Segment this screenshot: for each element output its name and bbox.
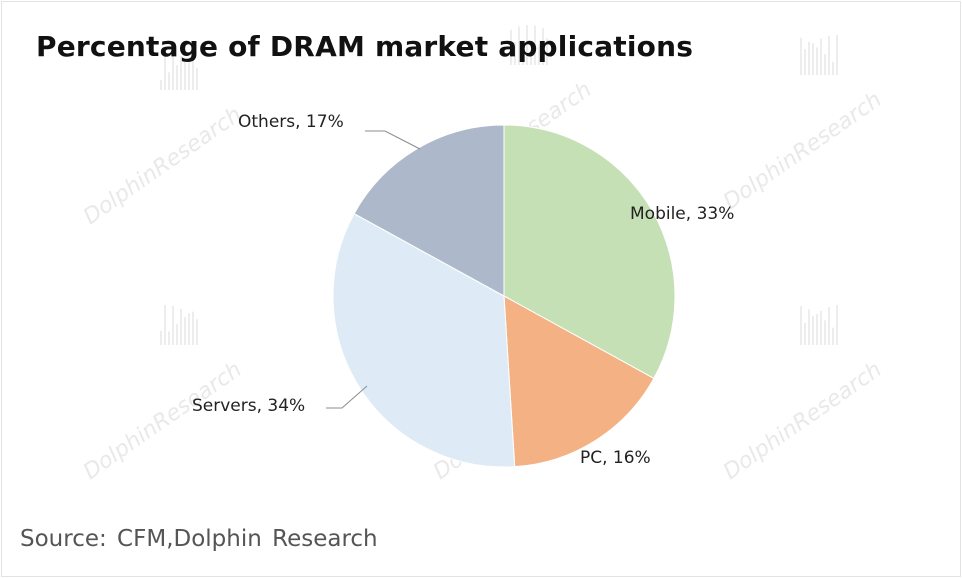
leader-lines <box>326 130 421 409</box>
svg-text:DolphinResearch: DolphinResearch <box>79 357 246 485</box>
pie-slice-pc <box>503 295 655 468</box>
source-note: Source: CFM,Dolphin Research <box>20 526 378 552</box>
slice-label-mobile: Mobile, 33% <box>630 204 734 224</box>
watermark: DolphinResearch <box>719 305 887 485</box>
svg-text:DolphinResearch: DolphinResearch <box>79 102 246 230</box>
slice-label-servers: Servers, 34% <box>192 396 305 416</box>
svg-text:DolphinResearch: DolphinResearch <box>719 87 886 215</box>
watermark: DolphinResearch <box>79 50 247 230</box>
leader-line-servers <box>326 385 368 409</box>
slice-label-others: Others, 17% <box>238 112 344 132</box>
watermark: DolphinResearch <box>79 305 247 485</box>
pie-slice-others <box>353 124 505 297</box>
leader-line-others <box>365 130 421 150</box>
watermark: DolphinResearch <box>719 35 887 215</box>
pie-slice-mobile <box>503 124 676 380</box>
pie-slices <box>332 124 676 468</box>
slice-labels: Mobile, 33% PC, 16% Servers, 34% Others, 17… <box>192 112 734 468</box>
chart-title: Percentage of DRAM market applications <box>36 30 694 63</box>
svg-text:DolphinResearch: DolphinResearch <box>719 357 886 485</box>
slice-label-pc: PC, 16% <box>580 448 651 468</box>
